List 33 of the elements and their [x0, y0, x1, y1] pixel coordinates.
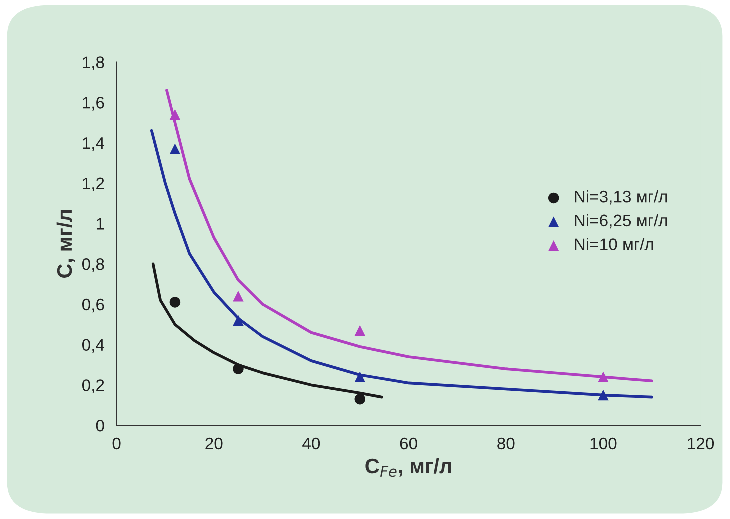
point [233, 291, 244, 302]
point [354, 394, 366, 405]
point [598, 372, 609, 383]
y-axis-title: C, мг/л [56, 210, 76, 278]
x-tick-label: 80 [498, 438, 515, 450]
point [233, 364, 244, 374]
y-tick-label: 1,6 [83, 97, 104, 111]
point [170, 109, 181, 120]
x-tick-label: 20 [206, 438, 223, 450]
legend-label: Ni=10 мг/л [575, 238, 654, 250]
x-tick-label: 60 [400, 438, 418, 450]
y-tick-label: 1,8 [83, 56, 104, 70]
y-tick-label: 0,8 [82, 258, 104, 272]
y-tick-label: 0,2 [82, 380, 104, 394]
x-axis-title: C$_{Fe}$, мг/л [366, 458, 452, 478]
point [233, 315, 244, 326]
point [354, 372, 366, 383]
point [598, 390, 609, 401]
y-tick-label: 1,2 [83, 178, 104, 192]
y-tick-label: 0 [96, 420, 104, 432]
y-tick-label: 0,6 [82, 298, 104, 313]
point [354, 325, 366, 336]
x-tick-label: 0 [112, 438, 121, 450]
point [170, 144, 181, 154]
y-tick-label: 0,4 [82, 339, 105, 354]
legend-label: Ni=6,25 мг/л [575, 214, 668, 229]
x-tick-label: 120 [688, 438, 714, 450]
legend-label: Ni=3,13 мг/л [575, 190, 668, 205]
x-tick-label: 40 [302, 438, 320, 450]
y-tick-label: 1 [96, 218, 104, 230]
x-tick-label: 100 [590, 438, 617, 450]
y-tick-label: 1,4 [83, 138, 105, 152]
point [170, 297, 181, 308]
